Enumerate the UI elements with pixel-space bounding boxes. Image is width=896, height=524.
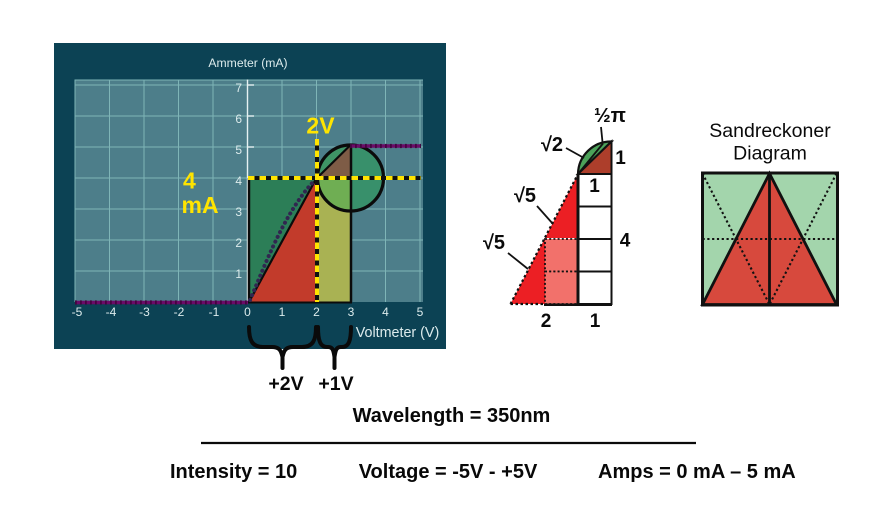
svg-text:Sandreckoner: Sandreckoner <box>709 120 831 142</box>
svg-text:2V: 2V <box>306 113 335 139</box>
svg-text:4: 4 <box>620 231 631 252</box>
svg-text:1: 1 <box>235 267 242 281</box>
svg-text:-2: -2 <box>174 305 185 319</box>
svg-text:√5: √5 <box>514 185 536 207</box>
svg-text:Diagram: Diagram <box>733 143 807 165</box>
svg-text:Amps = 0 mA – 5 mA: Amps = 0 mA – 5 mA <box>598 461 796 483</box>
svg-text:1: 1 <box>589 176 600 197</box>
svg-text:Voltmeter (V): Voltmeter (V) <box>356 325 439 341</box>
svg-text:+1V: +1V <box>318 373 353 395</box>
svg-text:-4: -4 <box>106 305 117 319</box>
svg-text:1: 1 <box>590 311 601 332</box>
svg-text:√5: √5 <box>483 232 505 254</box>
svg-text:4: 4 <box>235 174 242 188</box>
svg-text:-1: -1 <box>209 305 220 319</box>
svg-text:Ammeter (mA): Ammeter (mA) <box>208 56 287 70</box>
svg-text:3: 3 <box>235 205 242 219</box>
svg-text:6: 6 <box>235 112 242 126</box>
svg-text:2: 2 <box>235 236 242 250</box>
svg-text:Intensity = 10: Intensity = 10 <box>170 461 297 483</box>
svg-text:5: 5 <box>235 143 242 157</box>
svg-text:0: 0 <box>244 305 251 319</box>
svg-text:7: 7 <box>235 81 242 95</box>
svg-text:1: 1 <box>615 148 626 169</box>
svg-text:1: 1 <box>279 305 286 319</box>
svg-text:2: 2 <box>313 305 320 319</box>
svg-text:Voltage = -5V - +5V: Voltage = -5V - +5V <box>359 461 538 483</box>
svg-text:2: 2 <box>541 311 552 332</box>
svg-text:3: 3 <box>348 305 355 319</box>
svg-text:mA: mA <box>182 192 219 218</box>
svg-text:√2: √2 <box>541 134 563 156</box>
svg-text:+2V: +2V <box>268 373 303 395</box>
svg-text:-5: -5 <box>72 305 83 319</box>
svg-text:-3: -3 <box>139 305 150 319</box>
svg-text:Wavelength = 350nm: Wavelength = 350nm <box>353 405 551 427</box>
svg-text:5: 5 <box>417 305 424 319</box>
svg-text:4: 4 <box>382 305 389 319</box>
svg-text:4: 4 <box>183 168 196 194</box>
svg-text:½π: ½π <box>594 105 626 127</box>
